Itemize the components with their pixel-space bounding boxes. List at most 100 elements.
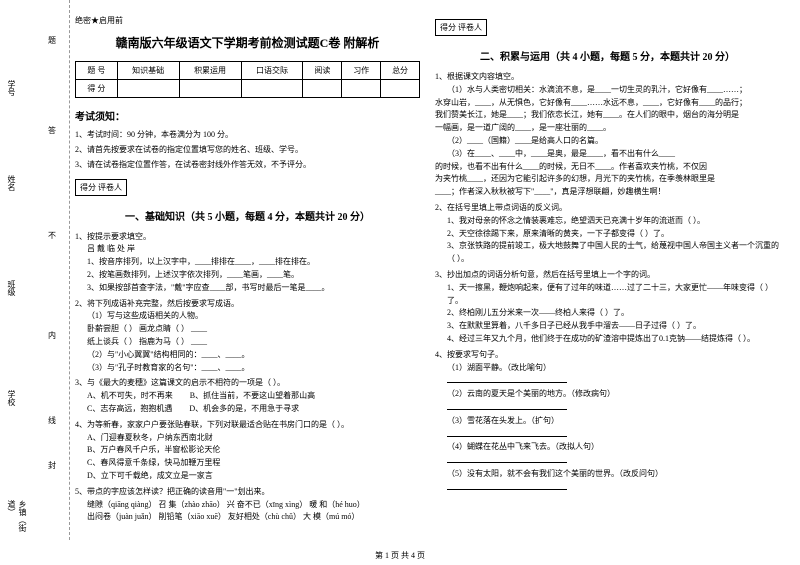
seal-char-4: 不	[48, 230, 56, 241]
b3-sub1: 1、天一擦黑，鞭炮响起来，便有了过年的味道……过了二十三，大家更忙——年味变得（…	[447, 282, 780, 308]
q2-sub3: 纸上谈兵（ ） 指鹿为马（ ） ____	[87, 336, 420, 349]
margin-label-id: 学号	[6, 80, 17, 96]
b2-sub1: 1、我对母亲的怀念之情装裹难忘，绝望泗天已充满十岁年的流逝而（ ）。	[447, 215, 780, 228]
table-row: 得 分	[76, 80, 420, 98]
score-reviewer-box: 得分 评卷人	[75, 179, 127, 196]
opt-b: B、万户春风千户乐，半窗松影论天伦	[87, 444, 420, 457]
b1-line: 为夹竹桃____，还因为它能引起许多的幻想，月光下的夹竹桃，在季羡林眼里是	[435, 173, 780, 186]
left-column: 绝密★启用前 赣南版六年级语文下学期考前检测试题C卷 附解析 题 号 知识基础 …	[75, 15, 420, 527]
b4-sub2: （2）云南的夏天是个美丽的地方。（修改病句）	[447, 388, 780, 401]
q2-stem: 2、将下列成语补充完整，然后按要求写成语。	[75, 298, 420, 311]
b1-line: ____；作者深入秋秋被写下"____"，真是浮想联翩，妙趣横生啊！	[435, 186, 780, 199]
section-b-title: 二、积累与运用（共 4 小题，每题 5 分，本题共计 20 分）	[435, 48, 780, 63]
margin-label-township: 乡镇（街道）	[6, 500, 28, 540]
seal-char-5: 答	[48, 125, 56, 136]
b1-line: 的时候，也看不出有什么____的时候，无日不____。作者喜欢夹竹桃，不仅因	[435, 161, 780, 174]
margin-label-class: 班级	[6, 280, 17, 296]
confidential-mark: 绝密★启用前	[75, 15, 420, 26]
right-column: 得分 评卷人 二、积累与运用（共 4 小题，每题 5 分，本题共计 20 分） …	[435, 15, 780, 527]
header-cell: 口语交际	[241, 62, 303, 80]
page-content: 绝密★启用前 赣南版六年级语文下学期考前检测试题C卷 附解析 题 号 知识基础 …	[75, 0, 800, 527]
opt-c: C、春风得意千条绿，快马加鞭万里程	[87, 457, 420, 470]
b4-sub5: （5）没有太阳，就不会有我们这个美丽的世界。（改反问句）	[447, 468, 780, 481]
seal-char-2: 线	[48, 415, 56, 426]
b2-stem: 2、在括号里填上带点词语的反义词。	[435, 202, 780, 215]
b4-stem: 4、按要求写句子。	[435, 349, 780, 362]
b3-stem: 3、抄出加点的词语分析句意，然后在括号里填上一个字的词。	[435, 269, 780, 282]
b1-stem: 1、根据课文内容填空。	[435, 71, 780, 84]
b4-sub3: （3）雪花落在头发上。（扩句）	[447, 415, 780, 428]
question-b1: 1、根据课文内容填空。 （1）水与人类密切相关：水滴流不息，是____一切生灵的…	[435, 71, 780, 199]
answer-line	[447, 374, 567, 383]
answer-line	[447, 428, 567, 437]
notice-heading: 考试须知：	[75, 108, 420, 123]
binding-margin: 乡镇（街道） 学校 班级 姓名 学号 封 线 内 不 答 题	[0, 0, 70, 540]
q4-stem: 4、为等新春，家家户户要张贴春联，下列对联最适合贴在书房门口的是（ ）。	[75, 419, 420, 432]
seal-char-1: 封	[48, 460, 56, 471]
question-5: 5、带点的字应该怎样读？把正确的读音用"一"划出来。 缝隙（qiāng qiàn…	[75, 486, 420, 524]
b1-line: 水穿山岩，____，从无惧色，它好像有____……水远不息，____，它好像有_…	[435, 97, 780, 110]
opt-a: A、门迎春夏秋冬，户纳东西南北财	[87, 432, 420, 445]
answer-line	[447, 481, 567, 490]
notice-item: 1、考试时间：90 分钟，本卷满分为 100 分。	[75, 129, 420, 140]
page-footer: 第 1 页 共 4 页	[375, 550, 425, 561]
header-cell: 题 号	[76, 62, 118, 80]
q3-stem: 3、与《最大的麦穗》这篇课文的启示不相符的一项是（ ）。	[75, 377, 420, 390]
score-cell	[179, 80, 241, 98]
q1-sub1: 1、按音序排列，以上汉字中，____排排在____，____排在排在。	[87, 256, 420, 269]
score-cell	[303, 80, 342, 98]
header-cell: 阅读	[303, 62, 342, 80]
q5-line2: 出闷卷（juàn juǎn） 削铅笔（xiāo xuē） 友好相处（chù ch…	[87, 511, 420, 524]
table-row: 题 号 知识基础 积累运用 口语交际 阅读 习作 总分	[76, 62, 420, 80]
q2-sub1: （1）写与这些成语相关的人物。	[87, 310, 420, 323]
q1-sub3: 3、如果按部首查字法，"戴"字应查____部，书写时最后一笔是____。	[87, 282, 420, 295]
q2-sub2: 卧薪尝胆（ ） 画龙点睛（ ） ____	[87, 323, 420, 336]
q1-sub2: 2、按笔画数排列，上述汉字依次排列，____笔画，____笔。	[87, 269, 420, 282]
header-cell: 总分	[381, 62, 420, 80]
score-cell	[241, 80, 303, 98]
header-cell: 积累运用	[179, 62, 241, 80]
score-cell	[381, 80, 420, 98]
opt-b: B、抓住当前，不要这山望着那山高	[190, 390, 315, 403]
b2-sub3: 3、京张铁路的提前竣工，极大地鼓舞了中国人民的士气，给蔑视中国人帝国主义者一个沉…	[447, 240, 780, 266]
b3-sub4: 4、经过三年又九个月，他们终于在成功的矿渣溶中提炼出了0.1克钠——结提炼得（ …	[447, 333, 780, 346]
answer-line	[447, 401, 567, 410]
opt-d: D、立下可千载绝，成文立是一家言	[87, 470, 420, 483]
score-cell	[117, 80, 179, 98]
q1-stem: 1、按提示要求填空。	[75, 231, 420, 244]
b1-line: （3）在____、____中，____是奥，最是____，看不出有什么____	[447, 148, 780, 161]
seal-char-6: 题	[48, 35, 56, 46]
b1-line: 我们赞美长江，她是____；我们依恋长江，她有____。在人们的眼中，烟台的海分…	[435, 109, 780, 122]
score-cell: 得 分	[76, 80, 118, 98]
q2-sub4: （2）与"小心翼翼"结构相同的：____、____。	[87, 349, 420, 362]
score-reviewer-box: 得分 评卷人	[435, 19, 487, 36]
score-table: 题 号 知识基础 积累运用 口语交际 阅读 习作 总分 得 分	[75, 61, 420, 98]
score-cell	[342, 80, 381, 98]
b2-sub2: 2、天空徐徐踢下来，原来清晰的黄夹，一下子都变得（ ）了。	[447, 228, 780, 241]
opt-d: D、机会多的是，不用急于寻求	[189, 403, 299, 416]
seal-char-3: 内	[48, 330, 56, 341]
b4-sub4: （4）蝴蝶在花丛中飞来飞去。（改拟人句）	[447, 441, 780, 454]
b1-line: （2）____（国籍）____是给高人口的名篇。	[447, 135, 780, 148]
section-a-title: 一、基础知识（共 5 小题，每题 4 分，本题共计 20 分）	[75, 208, 420, 223]
question-b2: 2、在括号里填上带点词语的反义词。 1、我对母亲的怀念之情装裹难忘，绝望泗天已充…	[435, 202, 780, 266]
question-1: 1、按提示要求填空。 吕 戴 临 处 岸 1、按音序排列，以上汉字中，____排…	[75, 231, 420, 295]
b4-sub1: （1）湖面平静。（改比喻句）	[447, 362, 780, 375]
b3-sub3: 3、在默默里算着，八千多日子已经从我手中溜去——日子过得（ ）了。	[447, 320, 780, 333]
margin-label-name: 姓名	[6, 175, 17, 191]
answer-line	[447, 454, 567, 463]
question-b4: 4、按要求写句子。 （1）湖面平静。（改比喻句） （2）云南的夏天是个美丽的地方…	[435, 349, 780, 495]
question-4: 4、为等新春，家家户户要张贴春联，下列对联最适合贴在书房门口的是（ ）。 A、门…	[75, 419, 420, 483]
notice-item: 2、请首先按要求在试卷的指定位置填写您的姓名、班级、学号。	[75, 144, 420, 155]
q5-stem: 5、带点的字应该怎样读？把正确的读音用"一"划出来。	[75, 486, 420, 499]
margin-label-school: 学校	[6, 390, 17, 406]
b1-line: （1）水与人类密切相关：水滴流不息，是____一切生灵的乳汁，它好像有____……	[447, 84, 780, 97]
q3-options: A、机不可失，时不再来 B、抓住当前，不要这山望着那山高 C、志存高远，抱抱机遇…	[87, 390, 420, 416]
q2-sub5: （3）与"孔子时教育家的名句"：____、____。	[87, 362, 420, 375]
b1-line: 一幅画，是一道广阔的____，是一座壮丽的____。	[435, 122, 780, 135]
q1-chars: 吕 戴 临 处 岸	[87, 243, 420, 256]
question-2: 2、将下列成语补充完整，然后按要求写成语。 （1）写与这些成语相关的人物。 卧薪…	[75, 298, 420, 375]
opt-a: A、机不可失，时不再来	[87, 390, 173, 403]
question-3: 3、与《最大的麦穗》这篇课文的启示不相符的一项是（ ）。 A、机不可失，时不再来…	[75, 377, 420, 415]
exam-title: 赣南版六年级语文下学期考前检测试题C卷 附解析	[75, 34, 420, 51]
